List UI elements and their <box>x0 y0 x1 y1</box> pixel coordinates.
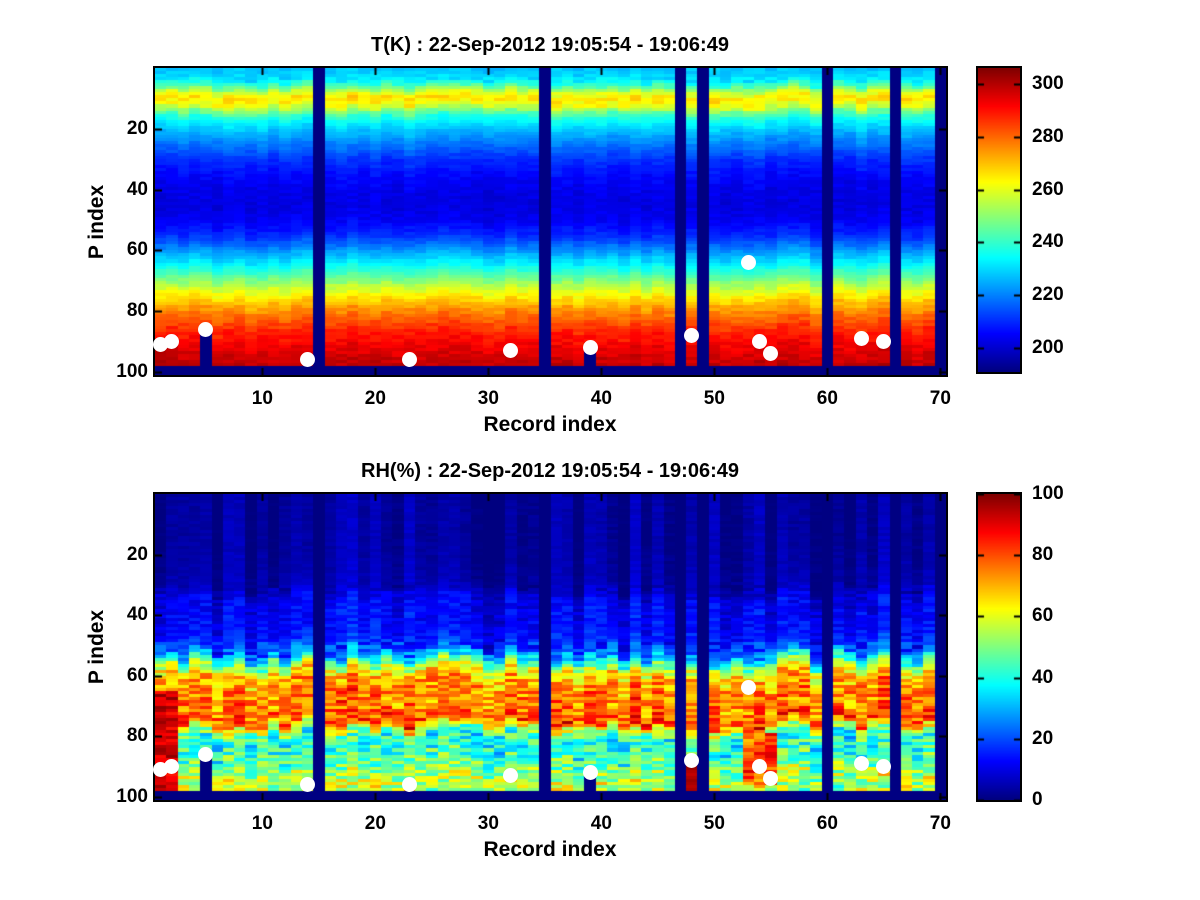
colorbar-tick-label: 100 <box>1032 483 1064 504</box>
surface-dot <box>164 759 180 775</box>
colorbar-tick-label: 220 <box>1032 284 1064 306</box>
y-tick-label: 100 <box>116 360 148 382</box>
surface-dot <box>164 334 180 350</box>
surface-dot <box>876 334 892 350</box>
colorbar-tick-label: 300 <box>1032 72 1064 94</box>
surface-dot <box>684 753 700 769</box>
x-tick-label: 30 <box>477 388 499 409</box>
x-tick-label: 60 <box>816 388 838 409</box>
surface-dot <box>752 334 768 350</box>
x-tick-label: 70 <box>929 813 951 834</box>
colorbar-tick-label: 0 <box>1032 789 1043 810</box>
surface-dot <box>300 352 316 368</box>
y-tick-label: 20 <box>126 543 148 565</box>
humidity-colorbar <box>976 492 1022 802</box>
bottom-x-axis-label: Record index <box>483 838 617 861</box>
surface-dot <box>876 759 892 775</box>
surface-dot <box>153 762 169 778</box>
y-tick-label: 100 <box>116 785 148 807</box>
x-tick-label: 40 <box>590 388 612 409</box>
y-tick-label: 80 <box>126 300 148 322</box>
surface-dot <box>752 759 768 775</box>
colorbar-tick-label: 240 <box>1032 231 1064 253</box>
x-tick-label: 70 <box>929 388 951 409</box>
x-tick-label: 10 <box>251 813 273 834</box>
y-tick-label: 60 <box>126 239 148 261</box>
surface-dot <box>401 777 417 793</box>
surface-dot <box>300 777 316 793</box>
x-tick-label: 40 <box>590 813 612 834</box>
x-tick-label: 20 <box>364 388 386 409</box>
colorbar-tick-label: 80 <box>1032 544 1054 566</box>
surface-dot <box>582 340 598 356</box>
surface-dot <box>153 337 169 353</box>
y-tick-label: 80 <box>126 725 148 747</box>
temperature-colorbar <box>976 66 1022 374</box>
surface-dot <box>582 765 598 781</box>
surface-dot <box>853 756 869 772</box>
surface-dot <box>198 321 214 337</box>
surface-dot <box>503 343 519 359</box>
x-tick-label: 10 <box>251 388 273 409</box>
surface-dot <box>198 747 214 763</box>
temperature-heatmap-canvas <box>153 66 948 377</box>
colorbar-tick-label: 20 <box>1032 727 1054 749</box>
x-tick-label: 60 <box>816 813 838 834</box>
humidity-heatmap-canvas <box>153 492 948 802</box>
x-tick-label: 30 <box>477 813 499 834</box>
bottom-plot-title: RH(%) : 22-Sep-2012 19:05:54 - 19:06:49 <box>361 460 739 482</box>
surface-dot <box>740 255 756 271</box>
x-tick-label: 50 <box>703 813 725 834</box>
y-tick-label: 60 <box>126 664 148 686</box>
y-tick-label: 40 <box>126 178 148 200</box>
colorbar-tick-label: 200 <box>1032 337 1064 359</box>
x-tick-label: 50 <box>703 388 725 409</box>
colorbar-tick-label: 40 <box>1032 666 1054 688</box>
surface-dot <box>740 680 756 696</box>
top-plot-title: T(K) : 22-Sep-2012 19:05:54 - 19:06:49 <box>371 34 729 56</box>
y-tick-label: 20 <box>126 117 148 139</box>
surface-dot <box>763 771 779 787</box>
surface-dot <box>503 768 519 784</box>
colorbar-tick-label: 280 <box>1032 125 1064 147</box>
x-tick-label: 20 <box>364 813 386 834</box>
top-x-axis-label: Record index <box>483 413 617 436</box>
colorbar-tick-label: 60 <box>1032 605 1054 627</box>
bottom-y-axis-label: P index <box>85 609 108 685</box>
surface-dot <box>763 346 779 362</box>
surface-dot <box>684 327 700 343</box>
y-tick-label: 40 <box>126 604 148 626</box>
surface-dot <box>853 331 869 347</box>
colorbar-tick-label: 260 <box>1032 178 1064 200</box>
top-y-axis-label: P index <box>85 184 108 260</box>
surface-dot <box>401 352 417 368</box>
